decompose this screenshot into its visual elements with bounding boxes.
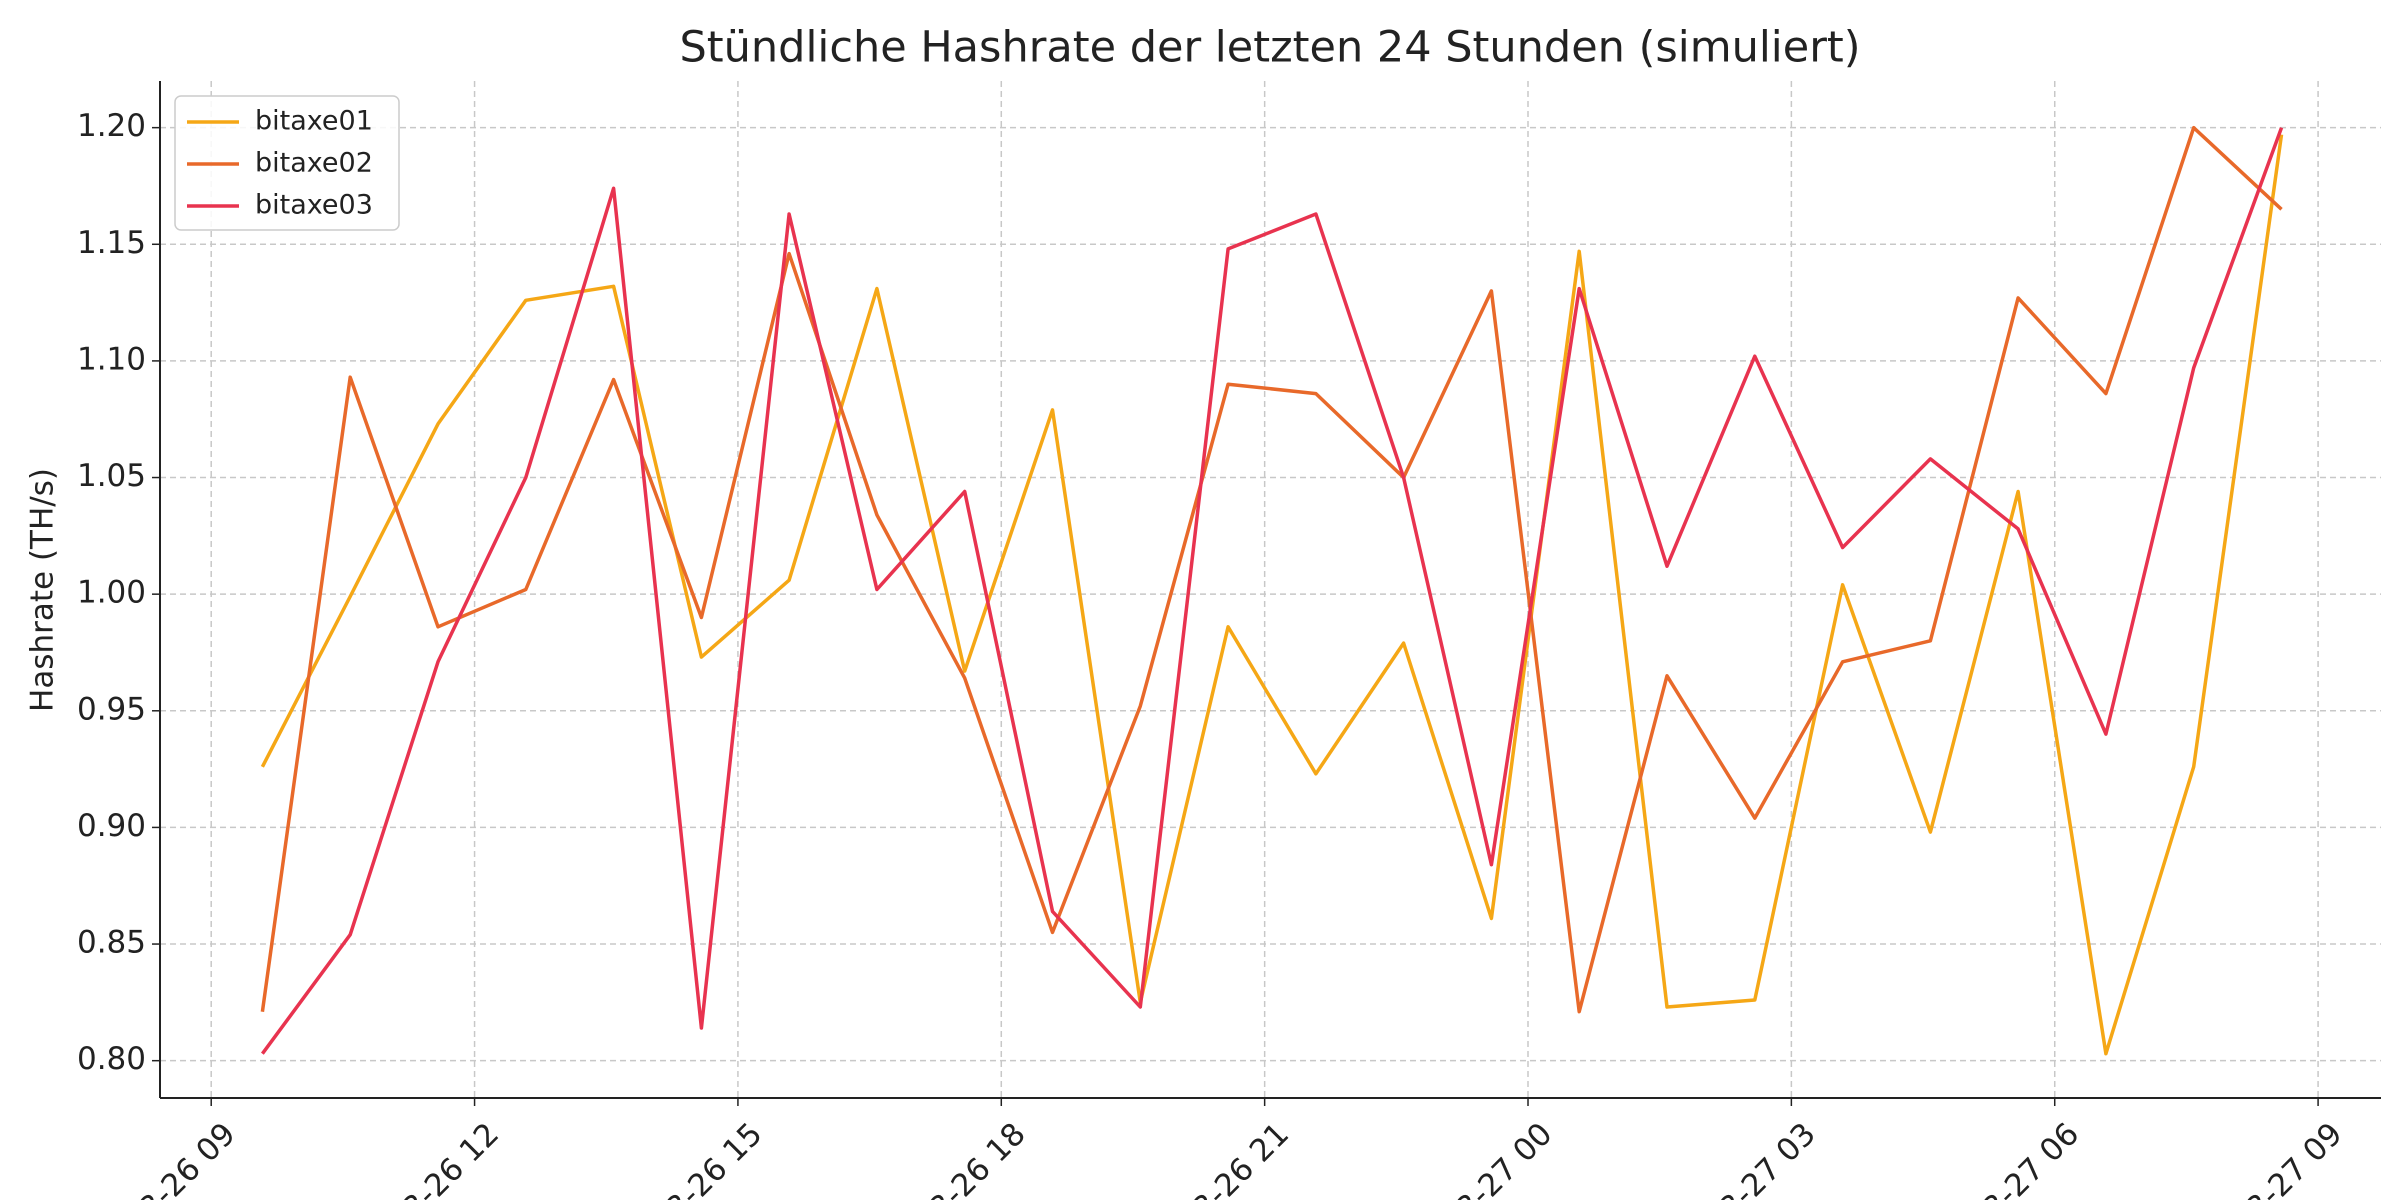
y-tick-label: 1.15 (77, 225, 146, 261)
y-tick-label: 0.90 (77, 808, 146, 844)
x-tick-label: 03-26 12 (382, 1116, 506, 1200)
legend-label: bitaxe03 (255, 190, 373, 221)
y-tick-label: 1.20 (77, 108, 146, 144)
x-tick-label: 03-26 18 (909, 1116, 1033, 1200)
x-tick-label: 03-27 03 (1699, 1116, 1823, 1200)
y-tick-label: 1.05 (77, 458, 146, 494)
series-line (260, 134, 2284, 1056)
y-tick-label: 0.95 (77, 691, 146, 727)
y-tick-label: 0.85 (77, 925, 146, 961)
series-line (260, 125, 2283, 1014)
legend-label: bitaxe01 (255, 106, 373, 137)
y-tick-label: 1.00 (77, 575, 146, 611)
chart-title: Stündliche Hashrate der letzten 24 Stund… (679, 23, 1860, 73)
y-tick-label: 1.10 (77, 341, 146, 377)
x-tick-label: 03-27 06 (1962, 1116, 2086, 1200)
legend-label: bitaxe02 (255, 148, 373, 179)
x-tick-label: 03-26 15 (645, 1116, 769, 1200)
y-tick-label: 0.80 (77, 1041, 146, 1077)
legend-box (174, 95, 400, 231)
x-tick-label: 03-27 09 (2226, 1116, 2350, 1200)
x-tick-label: 03-26 09 (119, 1116, 243, 1200)
series-line (260, 127, 2284, 1055)
x-tick-label: 03-27 00 (1435, 1116, 1559, 1200)
y-axis-label: Hashrate (TH/s) (25, 468, 61, 712)
x-tick-label: 03-26 21 (1172, 1116, 1296, 1200)
